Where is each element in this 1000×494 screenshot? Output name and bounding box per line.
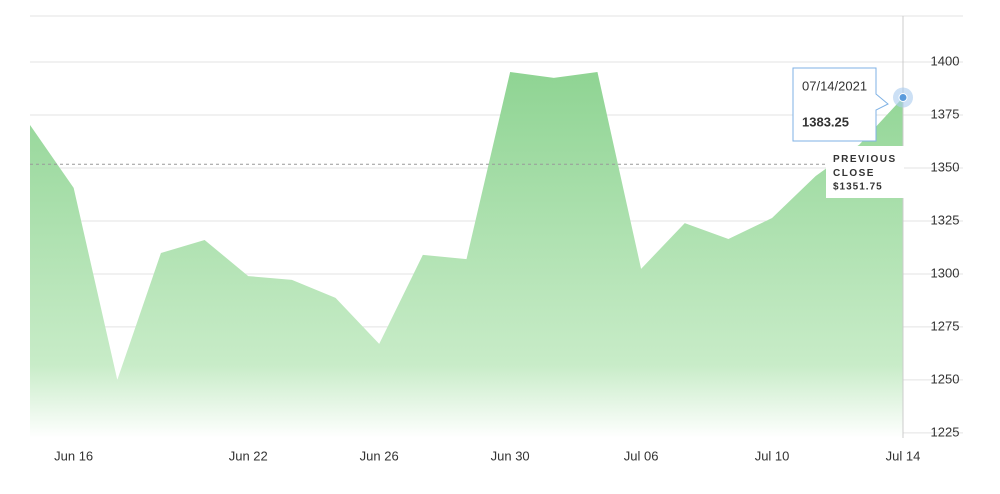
y-tick-label: 1225 [931, 424, 960, 439]
x-tick-label: Jun 30 [491, 448, 530, 463]
previous-close-title: PREVIOUS CLOSE [833, 154, 897, 179]
y-tick-label: 1300 [931, 265, 960, 280]
hover-point [898, 92, 908, 102]
tooltip-value: 1383.25 [802, 114, 849, 129]
area [30, 71, 903, 438]
previous-close-box [826, 146, 904, 198]
y-tick-label: 1275 [931, 318, 960, 333]
x-tick-label: Jul 10 [755, 448, 790, 463]
x-tick-label: Jul 06 [624, 448, 659, 463]
x-tick-label: Jun 16 [54, 448, 93, 463]
x-tick-label: Jun 22 [229, 448, 268, 463]
y-tick-label: 1375 [931, 106, 960, 121]
tooltip-date: 07/14/2021 [802, 78, 867, 93]
y-tick-label: 1350 [931, 159, 960, 174]
previous-close-value: $1351.75 [833, 182, 883, 193]
x-tick-label: Jul 14 [886, 448, 921, 463]
y-tick-label: 1400 [931, 53, 960, 68]
tooltip-box [792, 67, 889, 142]
y-tick-label: 1250 [931, 371, 960, 386]
x-tick-label: Jun 26 [360, 448, 399, 463]
y-tick-label: 1325 [931, 212, 960, 227]
